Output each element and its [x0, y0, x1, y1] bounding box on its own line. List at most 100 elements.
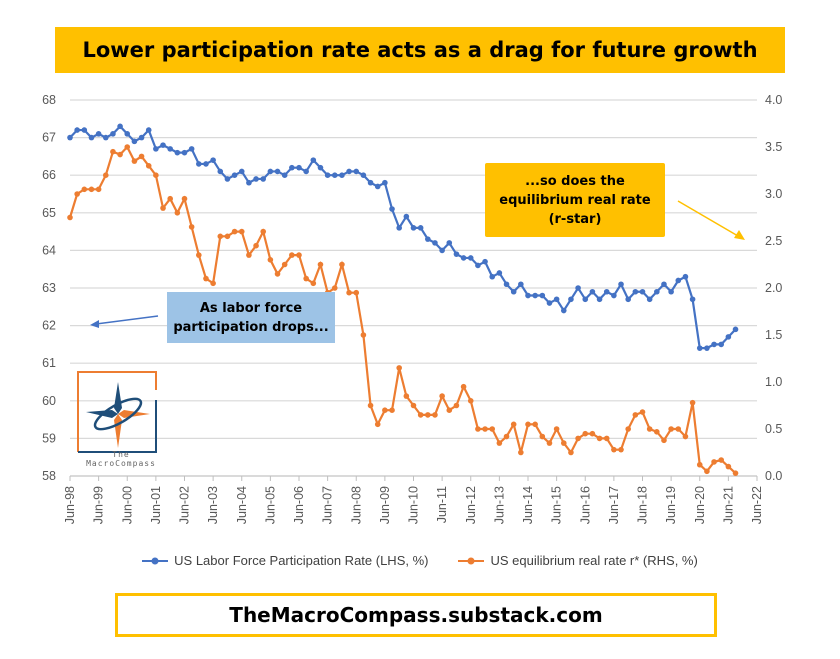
compass-logo-icon — [77, 371, 157, 453]
arrow-right-head-icon — [734, 230, 745, 240]
legend-label: US equilibrium real rate r* (RHS, %) — [490, 553, 698, 568]
data-point-0 — [160, 142, 166, 148]
data-point-0 — [482, 258, 488, 265]
data-point-0 — [353, 168, 360, 175]
macrocompass-logo — [76, 370, 158, 466]
x-tick-label: Jun-14 — [521, 486, 535, 524]
y-right-tick-label: 0.5 — [765, 422, 782, 436]
data-point-0 — [281, 172, 288, 178]
x-tick-label: Jun-16 — [578, 486, 592, 524]
data-point-1 — [639, 409, 646, 415]
data-point-1 — [446, 407, 453, 414]
data-point-1 — [203, 275, 209, 282]
data-point-1 — [188, 224, 195, 230]
data-point-0 — [289, 164, 295, 171]
data-point-1 — [260, 228, 267, 235]
data-point-0 — [618, 281, 624, 288]
data-point-0 — [525, 292, 531, 299]
data-point-1 — [403, 393, 410, 399]
legend-item-rstar: US equilibrium real rate r* (RHS, %) — [458, 553, 698, 568]
data-point-0 — [346, 168, 352, 175]
data-point-0 — [675, 277, 682, 284]
data-point-1 — [603, 435, 610, 442]
data-point-1 — [732, 470, 739, 476]
data-point-0 — [389, 206, 395, 212]
data-point-0 — [374, 183, 381, 190]
x-tick-label: Jun-13 — [492, 486, 506, 524]
data-point-0 — [246, 179, 252, 186]
data-point-1 — [417, 412, 424, 418]
data-point-0 — [560, 307, 567, 314]
data-point-1 — [582, 430, 589, 437]
data-point-0 — [711, 341, 717, 348]
data-point-1 — [654, 429, 660, 435]
x-tick-label: Jun-02 — [178, 486, 192, 524]
data-point-0 — [174, 149, 181, 156]
data-point-0 — [196, 161, 202, 167]
data-point-1 — [611, 446, 617, 453]
data-point-1 — [704, 468, 710, 475]
data-point-0 — [339, 172, 345, 178]
data-point-1 — [682, 433, 689, 440]
annotation-line: equilibrium real rate — [499, 192, 651, 208]
x-tick-label: Jun-09 — [378, 486, 392, 524]
data-point-1 — [88, 186, 95, 193]
data-point-0 — [274, 168, 281, 175]
data-point-1 — [568, 449, 574, 456]
data-point-1 — [331, 285, 338, 291]
data-point-0 — [489, 273, 496, 280]
data-point-1 — [525, 421, 531, 428]
y-right-tick-label: 1.0 — [765, 375, 782, 389]
annotation-line: ...so does the — [525, 173, 625, 189]
data-point-0 — [396, 225, 402, 231]
x-tick-label: Jun-12 — [464, 486, 478, 524]
data-point-1 — [539, 433, 546, 440]
data-point-0 — [417, 225, 424, 231]
x-tick-label: Jun-18 — [636, 486, 650, 524]
x-tick-label: Jun-22 — [750, 486, 764, 524]
data-point-0 — [732, 326, 739, 333]
x-tick-label: Jun-17 — [607, 486, 621, 524]
data-point-0 — [646, 296, 653, 303]
data-point-1 — [668, 426, 674, 432]
x-tick-label: Jun-20 — [693, 486, 707, 524]
legend: US Labor Force Participation Rate (LHS, … — [0, 553, 840, 568]
x-tick-label: Jun-01 — [149, 486, 163, 524]
data-point-0 — [138, 134, 145, 141]
y-left-tick-label: 58 — [42, 469, 56, 483]
x-tick-label: Jun-04 — [235, 486, 249, 524]
data-point-1 — [296, 252, 302, 258]
data-point-0 — [611, 292, 617, 299]
data-point-1 — [360, 332, 367, 338]
data-point-1 — [467, 398, 474, 404]
data-point-1 — [711, 459, 717, 465]
data-point-0 — [360, 172, 367, 178]
data-point-1 — [546, 440, 553, 446]
data-point-0 — [460, 255, 467, 261]
data-point-1 — [102, 172, 109, 178]
x-tick-label: Jun-19 — [664, 486, 678, 524]
data-point-1 — [167, 195, 173, 202]
footer-url: TheMacroCompass.substack.com — [115, 593, 717, 637]
data-point-0 — [425, 236, 431, 242]
data-point-0 — [596, 296, 603, 303]
x-tick-label: Jun-05 — [263, 486, 277, 524]
data-point-1 — [661, 437, 667, 444]
data-point-1 — [532, 421, 538, 428]
data-point-1 — [553, 426, 560, 432]
x-tick-label: Jun-15 — [550, 486, 564, 524]
data-point-1 — [560, 440, 567, 446]
data-point-0 — [224, 176, 231, 182]
data-point-1 — [267, 257, 274, 263]
arrow-right-line — [677, 200, 739, 237]
data-point-0 — [167, 146, 173, 152]
data-point-1 — [482, 426, 488, 432]
data-point-1 — [589, 430, 596, 437]
data-point-1 — [618, 446, 624, 453]
data-point-0 — [432, 240, 438, 246]
data-point-0 — [503, 281, 510, 288]
y-left-tick-label: 61 — [42, 356, 56, 370]
x-tick-label: Jun-00 — [120, 486, 134, 524]
annotation-rstar: ...so does the equilibrium real rate (r-st… — [485, 163, 665, 237]
y-right-tick-label: 2.5 — [765, 234, 782, 248]
